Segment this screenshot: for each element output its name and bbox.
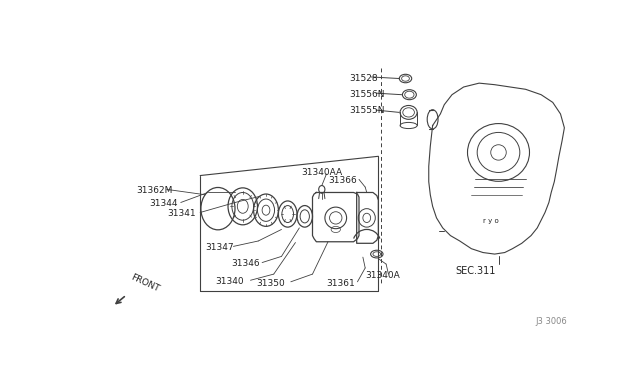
Text: 31555N: 31555N	[349, 106, 385, 115]
Text: 31344: 31344	[150, 199, 179, 208]
Text: 31340A: 31340A	[365, 271, 400, 280]
Text: 31347: 31347	[205, 243, 234, 252]
Text: 31346: 31346	[231, 260, 260, 269]
Text: r y o: r y o	[483, 218, 499, 224]
Text: 31362M: 31362M	[136, 186, 173, 195]
Text: 31340: 31340	[215, 277, 243, 286]
Text: SEC.311: SEC.311	[455, 266, 495, 276]
Text: 31341: 31341	[167, 209, 195, 218]
Text: 31528: 31528	[349, 74, 378, 83]
Text: 31366: 31366	[328, 176, 356, 185]
Text: 31361: 31361	[326, 279, 355, 288]
Text: FRONT: FRONT	[129, 272, 160, 294]
Text: 31350: 31350	[257, 279, 285, 288]
Text: 31556N: 31556N	[349, 90, 385, 99]
Text: J3 3006: J3 3006	[535, 317, 566, 326]
Text: 31340AA: 31340AA	[301, 168, 342, 177]
